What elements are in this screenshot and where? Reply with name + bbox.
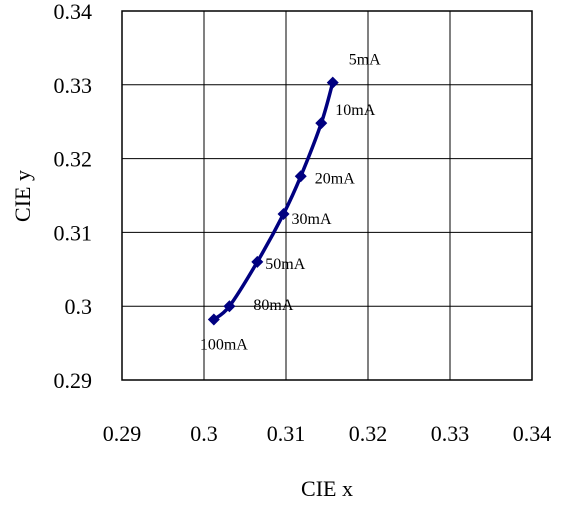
data-labels: 5mA 10mA 20mA 30mA 50mA 80mA 100mA	[200, 52, 381, 354]
data-points	[207, 76, 339, 326]
y-tick-label: 0.29	[54, 368, 93, 393]
x-tick-label: 0.29	[103, 421, 142, 446]
x-tick-label: 0.31	[267, 421, 306, 446]
data-point-label: 5mA	[349, 52, 381, 69]
data-point-marker	[277, 207, 290, 220]
data-point-marker	[223, 300, 236, 313]
data-point-label: 30mA	[292, 211, 332, 228]
y-tick-label: 0.34	[54, 0, 93, 24]
y-tick-label: 0.33	[54, 73, 93, 98]
y-tick-label: 0.32	[54, 147, 93, 172]
data-point-label: 80mA	[253, 297, 293, 314]
data-point-marker	[294, 170, 307, 183]
data-point-label: 50mA	[265, 256, 305, 273]
y-axis-ticks: 0.29 0.3 0.31 0.32 0.33 0.34	[54, 0, 93, 393]
data-point-label: 100mA	[200, 336, 248, 353]
series-line	[212, 82, 335, 321]
x-axis-ticks: 0.29 0.3 0.31 0.32 0.33 0.34	[103, 421, 552, 446]
x-axis-title: CIE x	[301, 476, 353, 501]
data-point-marker	[326, 76, 339, 89]
data-point-marker	[315, 117, 328, 130]
y-tick-label: 0.31	[54, 220, 93, 245]
y-axis-title: CIE y	[10, 170, 35, 222]
data-point-marker	[207, 313, 220, 326]
plot-area	[121, 10, 533, 381]
y-tick-label: 0.3	[65, 294, 93, 319]
x-tick-label: 0.3	[190, 421, 218, 446]
x-tick-label: 0.34	[513, 421, 552, 446]
data-point-marker	[251, 255, 264, 268]
data-point-label: 10mA	[335, 102, 375, 119]
x-tick-label: 0.33	[431, 421, 470, 446]
x-tick-label: 0.32	[349, 421, 388, 446]
grid	[122, 11, 532, 380]
data-point-label: 20mA	[315, 170, 355, 187]
